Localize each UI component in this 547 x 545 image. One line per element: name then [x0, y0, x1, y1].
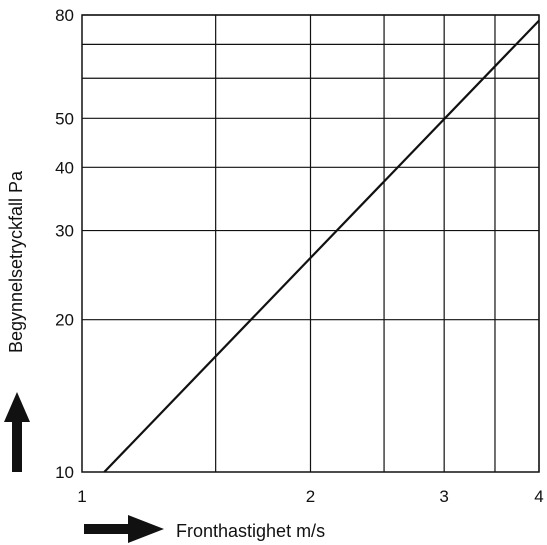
grid-lines [82, 14, 540, 472]
y-tick-labels: 10 20 30 40 50 80 [55, 6, 74, 482]
x-tick-label: 1 [77, 487, 86, 506]
series-line [103, 19, 540, 473]
x-tick-label: 2 [306, 487, 315, 506]
series-layer [103, 19, 540, 473]
y-axis-label: Begynnelsetryckfall Pa [6, 170, 26, 353]
x-axis-arrow-icon [84, 515, 164, 543]
x-tick-label: 3 [439, 487, 448, 506]
x-tick-label: 4 [534, 487, 543, 506]
y-tick-label: 10 [55, 463, 74, 482]
x-axis-label: Fronthastighet m/s [176, 521, 325, 541]
y-tick-label: 50 [55, 109, 74, 128]
y-axis-arrow-icon [4, 392, 30, 472]
plot-frame [81, 14, 540, 473]
x-tick-labels: 1 2 3 4 [77, 487, 543, 506]
y-tick-label: 30 [55, 222, 74, 241]
y-tick-label: 80 [55, 6, 74, 25]
y-tick-label: 40 [55, 158, 74, 177]
y-tick-label: 20 [55, 311, 74, 330]
